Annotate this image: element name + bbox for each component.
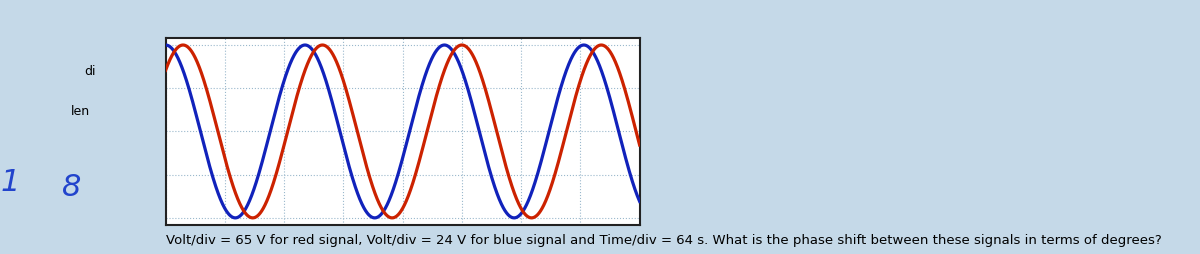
Text: Volt/div = 65 V for red signal, Volt/div = 24 V for blue signal and Time/div = 6: Volt/div = 65 V for red signal, Volt/div…: [166, 233, 1162, 247]
Text: len: len: [71, 105, 90, 118]
Text: 8: 8: [61, 173, 80, 202]
Text: 1: 1: [1, 168, 20, 197]
Text: di: di: [84, 65, 96, 78]
